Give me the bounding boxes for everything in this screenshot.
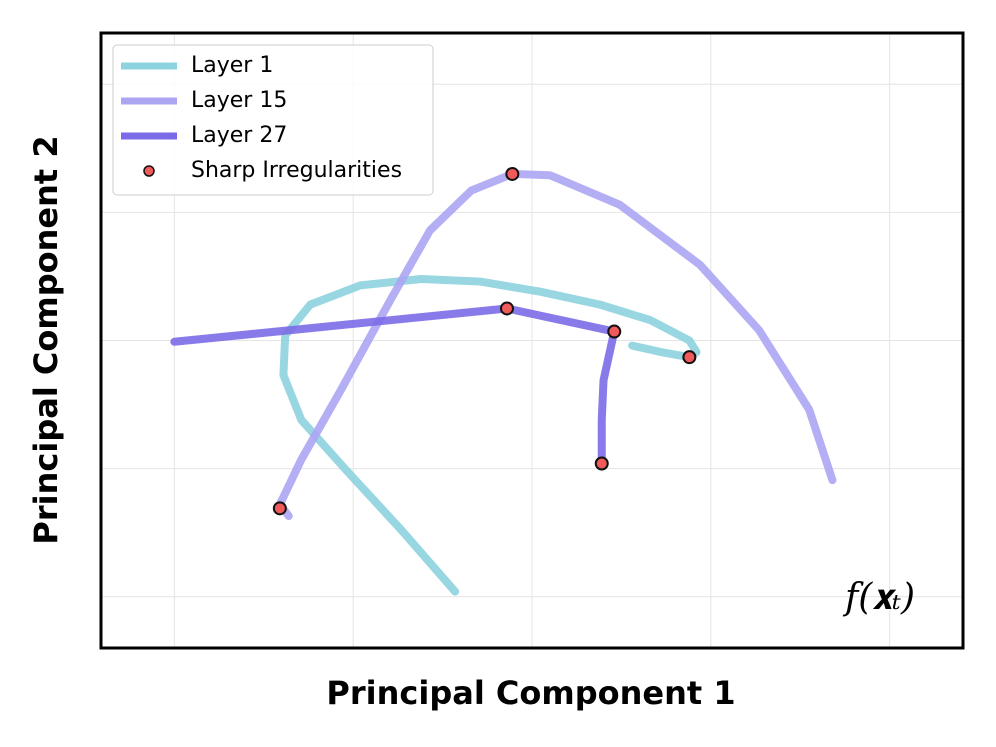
legend-label: Layer 15: [191, 88, 287, 113]
irregularity-marker: [272, 501, 287, 516]
legend-label: Sharp Irregularities: [191, 158, 402, 183]
legend-box: [112, 44, 434, 196]
irregularity-marker: [682, 350, 697, 365]
series-line: [170, 304, 619, 468]
legend-marker: [143, 165, 155, 177]
plot: [170, 166, 837, 596]
legend: Layer 1 Layer 15 Layer 27 Sharp Irregularit…: [112, 44, 434, 196]
legend-label: Layer 27: [191, 123, 287, 148]
series-line: [275, 169, 837, 521]
irregularity-marker: [607, 324, 622, 339]
irregularity-marker: [505, 166, 520, 181]
x-axis-label: Principal Component 1: [326, 674, 735, 712]
irregularity-marker: [499, 301, 514, 316]
series-line: [279, 275, 701, 596]
irregularity-marker: [594, 456, 609, 471]
annotation: f(𝐱ₜ): [842, 577, 915, 618]
legend-label: Layer 1: [191, 53, 273, 78]
y-axis-label: Principal Component 2: [27, 135, 65, 544]
plot-frame: [99, 31, 965, 650]
